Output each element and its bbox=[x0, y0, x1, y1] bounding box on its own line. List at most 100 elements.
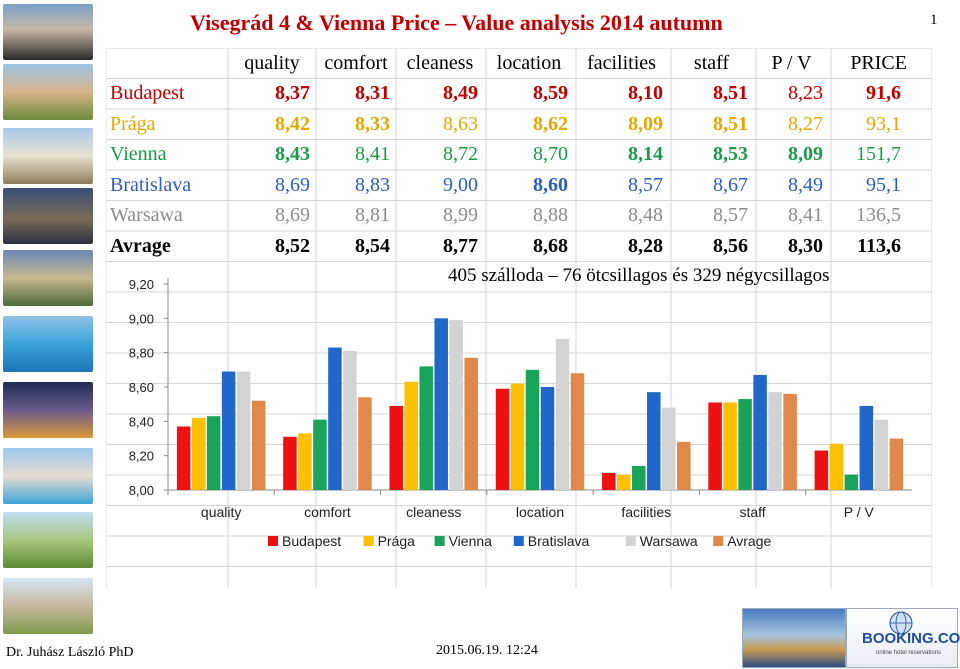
y-tick-label: 8,80 bbox=[129, 346, 154, 361]
legend-label: Vienna bbox=[449, 533, 493, 549]
y-tick-label: 9,00 bbox=[129, 311, 154, 326]
bar-bratislava bbox=[540, 387, 555, 490]
legend-swatch bbox=[625, 536, 636, 546]
x-tick-label: comfort bbox=[304, 504, 351, 520]
y-tick-label: 8,60 bbox=[129, 380, 154, 395]
city-name: Avrage bbox=[110, 234, 171, 257]
city-name: Warsawa bbox=[110, 204, 183, 227]
city-name: Bratislava bbox=[110, 173, 192, 196]
city-name: Vienna bbox=[110, 143, 167, 166]
bar-avrage bbox=[464, 357, 478, 490]
portrait-photo bbox=[3, 4, 93, 60]
legend-swatch bbox=[363, 536, 374, 546]
table-cell: 8,68 bbox=[533, 234, 568, 257]
legend-swatch bbox=[713, 536, 724, 546]
bar-budapest bbox=[495, 388, 510, 490]
header-blank bbox=[106, 48, 228, 79]
bar-warsawa bbox=[555, 338, 570, 490]
hotel-photo bbox=[3, 448, 93, 504]
table-row: Warsawa 8,69 8,81 8,99 8,88 8,48 8,57 8,41 136,5 bbox=[106, 201, 907, 232]
table-cell: 8,70 bbox=[533, 143, 568, 166]
table-cell: 8,49 bbox=[788, 173, 823, 196]
table-cell: 8,09 bbox=[788, 143, 823, 166]
table-cell: 8,30 bbox=[788, 234, 823, 257]
bar-avrage bbox=[358, 397, 372, 490]
garden-photo bbox=[3, 512, 93, 568]
table-header-row: quality comfort cleaness location facilities… bbox=[106, 48, 907, 79]
bar-avrage bbox=[677, 441, 691, 490]
bar-warsawa bbox=[236, 371, 251, 490]
pool-photo bbox=[3, 316, 93, 372]
column-header: staff bbox=[693, 51, 730, 74]
table-cell: 8,67 bbox=[713, 173, 748, 196]
legend-label: Bratislava bbox=[528, 533, 590, 549]
bar-bratislava bbox=[434, 318, 448, 490]
x-tick-label: location bbox=[516, 504, 564, 520]
legend-swatch bbox=[268, 536, 278, 546]
building-photo-4 bbox=[3, 250, 93, 306]
building-photo-2 bbox=[3, 128, 93, 184]
table-cell: 8,63 bbox=[443, 112, 478, 135]
bar-vienna bbox=[206, 416, 221, 490]
table-cell: 8,49 bbox=[443, 82, 478, 105]
table-cell: 8,99 bbox=[443, 204, 478, 227]
castle-photo bbox=[3, 578, 93, 634]
bar-prága bbox=[404, 381, 418, 490]
table-cell: 8,62 bbox=[533, 112, 568, 135]
bar-prága bbox=[829, 443, 844, 490]
bar-budapest bbox=[602, 472, 616, 490]
table-cell: 8,42 bbox=[275, 112, 310, 135]
table-cell: 113,6 bbox=[857, 234, 901, 257]
legend-swatch bbox=[513, 536, 524, 546]
bar-vienna bbox=[632, 465, 646, 490]
table-cell: 8,52 bbox=[275, 234, 310, 257]
y-tick-label: 8,00 bbox=[129, 483, 154, 498]
photo-sidebar bbox=[0, 0, 100, 669]
table-row: Prága 8,42 8,33 8,63 8,62 8,09 8,51 8,27 93,1 bbox=[106, 109, 907, 140]
bar-vienna bbox=[844, 474, 859, 490]
x-tick-label: quality bbox=[201, 504, 241, 520]
table-row: Vienna 8,43 8,41 8,72 8,70 8,14 8,53 8,09 151,7 bbox=[106, 140, 907, 171]
bar-avrage bbox=[889, 438, 904, 490]
building-photo-3 bbox=[3, 188, 93, 244]
table-cell: 8,43 bbox=[275, 143, 310, 166]
table-cell: 8,69 bbox=[275, 204, 310, 227]
footer-date: 2015.06.19. 12:24 bbox=[436, 643, 538, 658]
table-cell: 8,31 bbox=[355, 82, 390, 105]
bar-budapest bbox=[176, 426, 191, 490]
parliament-image bbox=[742, 608, 846, 668]
price-value-table: quality comfort cleaness location facilities… bbox=[106, 48, 907, 262]
bar-warsawa bbox=[343, 350, 357, 490]
bar-vienna bbox=[419, 366, 433, 490]
y-tick-label: 8,20 bbox=[129, 449, 154, 464]
bar-bratislava bbox=[328, 347, 342, 490]
bar-vienna bbox=[313, 419, 327, 490]
booking-logo bbox=[846, 608, 958, 668]
globe-icon bbox=[889, 611, 913, 635]
column-header: location bbox=[496, 51, 562, 74]
table-cell: 8,60 bbox=[533, 173, 568, 196]
table-row: Bratislava 8,69 8,83 9,00 8,60 8,57 8,67 8,49 95… bbox=[106, 170, 907, 201]
column-header: comfort bbox=[324, 51, 388, 74]
page-title: Visegrád 4 & Vienna Price – Value analys… bbox=[190, 10, 723, 35]
table-cell: 8,27 bbox=[788, 112, 823, 135]
table-cell: 8,59 bbox=[533, 82, 568, 105]
bar-budapest bbox=[283, 436, 297, 490]
legend-label: Prága bbox=[378, 533, 416, 549]
bar-budapest bbox=[389, 405, 403, 490]
x-tick-label: P / V bbox=[844, 504, 875, 520]
table-cell: 8,54 bbox=[355, 234, 390, 257]
author-name: Dr. Juhász László PhD bbox=[6, 645, 134, 660]
table-cell: 8,09 bbox=[628, 112, 663, 135]
bar-chart: 8,00 8,20 8,40 8,60 8,80 9,00 9,20 quality comfo… bbox=[129, 277, 912, 549]
booking-logo-subtext: online hotel reservations bbox=[876, 650, 942, 656]
y-tick-label: 9,20 bbox=[129, 277, 154, 292]
city-name: Budapest bbox=[110, 82, 185, 105]
legend-label: Avrage bbox=[727, 533, 771, 549]
table-cell: 8,88 bbox=[533, 204, 568, 227]
bridge-photo bbox=[3, 382, 93, 438]
bar-budapest bbox=[814, 450, 829, 490]
y-tick-label: 8,40 bbox=[129, 414, 154, 429]
table-cell: 8,37 bbox=[275, 82, 310, 105]
page-number: 1 bbox=[930, 12, 938, 28]
